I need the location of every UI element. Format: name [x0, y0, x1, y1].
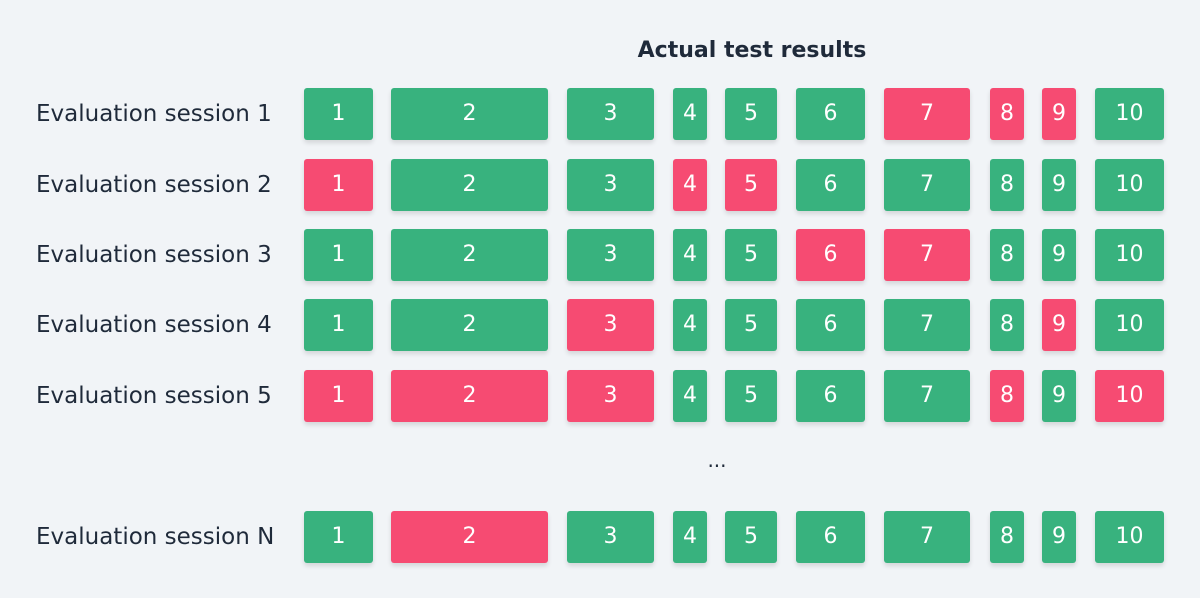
- test-result-pass: 8: [990, 229, 1024, 281]
- test-result-pass: 9: [1042, 159, 1076, 211]
- test-result-pass: 2: [391, 299, 548, 351]
- test-result-pass: 8: [990, 511, 1024, 563]
- test-result-pass: 10: [1095, 299, 1164, 351]
- test-result-pass: 3: [567, 229, 654, 281]
- test-result-pass: 9: [1042, 511, 1076, 563]
- test-result-fail: 6: [796, 229, 865, 281]
- test-result-pass: 5: [725, 299, 777, 351]
- test-result-pass: 1: [304, 88, 373, 140]
- test-result-pass: 10: [1095, 159, 1164, 211]
- session-label: Evaluation session 1: [36, 101, 272, 127]
- test-result-pass: 3: [567, 159, 654, 211]
- test-result-pass: 9: [1042, 370, 1076, 422]
- test-result-fail: 8: [990, 370, 1024, 422]
- test-result-pass: 5: [725, 229, 777, 281]
- session-row: Evaluation session 1 1 2 3 4 5 6 7 8 9 10: [0, 88, 1200, 140]
- test-result-fail: 1: [304, 370, 373, 422]
- test-result-pass: 4: [673, 229, 707, 281]
- test-result-pass: 7: [884, 299, 970, 351]
- test-result-fail: 7: [884, 229, 970, 281]
- session-row: Evaluation session N 1 2 3 4 5 6 7 8 9 10: [0, 511, 1200, 563]
- session-row: Evaluation session 5 1 2 3 4 5 6 7 8 9 10: [0, 370, 1200, 422]
- test-result-fail: 2: [391, 370, 548, 422]
- test-result-fail: 5: [725, 159, 777, 211]
- test-result-pass: 1: [304, 511, 373, 563]
- test-result-fail: 4: [673, 159, 707, 211]
- test-result-pass: 4: [673, 511, 707, 563]
- test-result-pass: 7: [884, 511, 970, 563]
- test-result-pass: 6: [796, 159, 865, 211]
- test-result-pass: 2: [391, 229, 548, 281]
- test-result-pass: 9: [1042, 229, 1076, 281]
- test-result-pass: 4: [673, 299, 707, 351]
- test-result-pass: 8: [990, 159, 1024, 211]
- test-result-pass: 10: [1095, 88, 1164, 140]
- test-result-pass: 4: [673, 370, 707, 422]
- diagram-title: Actual test results: [637, 38, 867, 63]
- session-label: Evaluation session 5: [36, 383, 272, 409]
- test-result-pass: 3: [567, 511, 654, 563]
- session-label: Evaluation session 3: [36, 242, 272, 268]
- test-result-fail: 1: [304, 159, 373, 211]
- test-result-pass: 4: [673, 88, 707, 140]
- test-result-pass: 6: [796, 511, 865, 563]
- test-result-pass: 6: [796, 88, 865, 140]
- test-result-pass: 8: [990, 299, 1024, 351]
- session-row: Evaluation session 3 1 2 3 4 5 6 7 8 9 10: [0, 229, 1200, 281]
- test-result-pass: 6: [796, 370, 865, 422]
- test-result-fail: 2: [391, 511, 548, 563]
- session-label: Evaluation session N: [36, 524, 275, 550]
- test-result-fail: 3: [567, 370, 654, 422]
- test-result-pass: 2: [391, 88, 548, 140]
- test-result-pass: 10: [1095, 229, 1164, 281]
- test-result-pass: 5: [725, 370, 777, 422]
- test-result-fail: 8: [990, 88, 1024, 140]
- test-result-fail: 7: [884, 88, 970, 140]
- test-result-pass: 1: [304, 229, 373, 281]
- test-result-pass: 3: [567, 88, 654, 140]
- session-row: Evaluation session 4 1 2 3 4 5 6 7 8 9 10: [0, 299, 1200, 351]
- test-result-fail: 9: [1042, 299, 1076, 351]
- test-result-pass: 5: [725, 88, 777, 140]
- test-result-pass: 1: [304, 299, 373, 351]
- test-result-pass: 2: [391, 159, 548, 211]
- session-row: Evaluation session 2 1 2 3 4 5 6 7 8 9 10: [0, 159, 1200, 211]
- session-label: Evaluation session 2: [36, 172, 272, 198]
- test-result-fail: 9: [1042, 88, 1076, 140]
- test-result-fail: 10: [1095, 370, 1164, 422]
- test-result-pass: 6: [796, 299, 865, 351]
- test-result-pass: 5: [725, 511, 777, 563]
- test-result-pass: 7: [884, 370, 970, 422]
- test-result-fail: 3: [567, 299, 654, 351]
- test-result-pass: 7: [884, 159, 970, 211]
- omitted-rows-ellipsis: ...: [707, 448, 727, 472]
- test-result-pass: 10: [1095, 511, 1164, 563]
- session-label: Evaluation session 4: [36, 312, 272, 338]
